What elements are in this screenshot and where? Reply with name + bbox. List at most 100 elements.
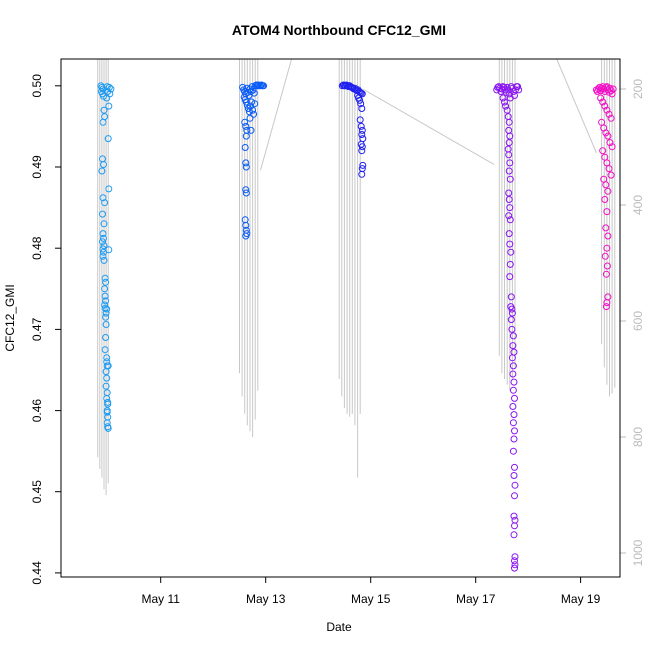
data-point: [358, 131, 366, 138]
data-point: [510, 378, 518, 386]
data-point: [102, 297, 110, 305]
data-point: [605, 110, 613, 118]
data-point: [358, 105, 366, 112]
data-point: [604, 187, 612, 195]
data-point: [503, 106, 511, 114]
data-point: [100, 234, 107, 242]
data-point: [103, 394, 111, 402]
data-point: [509, 403, 517, 410]
secondary-tick-label: 200: [631, 79, 645, 99]
data-point: [505, 151, 513, 159]
data-point: [241, 144, 249, 151]
data-point: [607, 87, 615, 95]
data-point: [506, 132, 514, 140]
data-point: [100, 242, 108, 250]
data-point: [257, 82, 264, 90]
y-axis-label: CFC12_GMI: [3, 284, 17, 351]
data-point: [242, 159, 250, 167]
secondary-tick-label: 600: [631, 311, 645, 331]
data-point: [510, 472, 518, 479]
data-point: [98, 83, 106, 91]
data-point: [242, 98, 250, 106]
data-point: [597, 94, 605, 102]
y-tick-label: 0.45: [30, 480, 44, 504]
data-point: [603, 208, 611, 216]
data-point: [510, 435, 518, 443]
y-tick-label: 0.48: [30, 236, 44, 260]
data-point: [511, 553, 519, 561]
data-point: [100, 220, 108, 228]
data-point: [501, 98, 508, 106]
data-point: [101, 199, 109, 207]
altitude-connector-line: [362, 88, 495, 165]
data-point: [502, 102, 510, 110]
data-point: [603, 244, 611, 252]
data-point: [601, 252, 609, 260]
data-point: [506, 175, 514, 183]
data-point: [511, 557, 518, 565]
data-point: [511, 394, 518, 402]
data-point: [98, 167, 106, 175]
data-point: [242, 186, 250, 194]
data-point: [249, 86, 257, 94]
y-tick-label: 0.47: [30, 317, 44, 341]
data-point: [511, 561, 519, 569]
data-point: [509, 447, 517, 455]
altitude-connector-line: [556, 59, 597, 153]
data-point: [250, 89, 258, 97]
data-point: [104, 398, 112, 406]
data-point: [602, 224, 610, 232]
data-point: [358, 147, 366, 155]
x-tick-label: May 15: [351, 592, 391, 606]
data-point: [508, 354, 516, 362]
data-point: [99, 118, 107, 126]
data-point: [101, 285, 109, 293]
data-point: [103, 358, 111, 366]
data-point: [103, 354, 111, 362]
data-point: [602, 270, 610, 278]
data-point: [607, 114, 615, 122]
data-point: [103, 305, 111, 313]
data-point: [509, 370, 517, 378]
data-point: [99, 155, 106, 163]
data-point: [499, 94, 507, 102]
data-point: [603, 262, 611, 270]
data-point: [101, 301, 109, 309]
data-point: [105, 102, 113, 110]
data-point: [101, 274, 109, 282]
data-point: [510, 348, 518, 356]
data-point: [242, 189, 250, 197]
data-point: [242, 132, 250, 140]
data-point: [102, 382, 110, 390]
data-point: [359, 161, 367, 169]
secondary-tick-label: 1000: [631, 539, 645, 566]
data-point: [101, 292, 109, 300]
data-point: [99, 230, 107, 238]
data-point: [243, 230, 251, 238]
data-point: [604, 132, 612, 140]
data-point: [102, 309, 110, 317]
secondary-tick-label: 800: [631, 427, 645, 447]
data-point: [505, 189, 513, 197]
data-point: [606, 139, 614, 147]
data-point: [510, 512, 518, 520]
data-point: [358, 170, 366, 178]
data-point: [604, 232, 612, 240]
data-point: [105, 246, 113, 254]
data-point: [511, 516, 519, 524]
data-point: [103, 94, 111, 102]
data-point: [511, 492, 518, 500]
data-point: [101, 113, 109, 121]
data-point: [511, 481, 519, 489]
data-point: [602, 303, 610, 311]
data-point: [505, 118, 513, 126]
data-point: [242, 221, 250, 229]
data-point: [608, 143, 616, 151]
x-tick-label: May 13: [246, 592, 286, 606]
data-points-layer: [97, 81, 617, 572]
data-point: [508, 325, 516, 333]
data-point: [506, 273, 514, 281]
data-point: [514, 83, 522, 91]
x-axis-label: Date: [326, 620, 352, 634]
